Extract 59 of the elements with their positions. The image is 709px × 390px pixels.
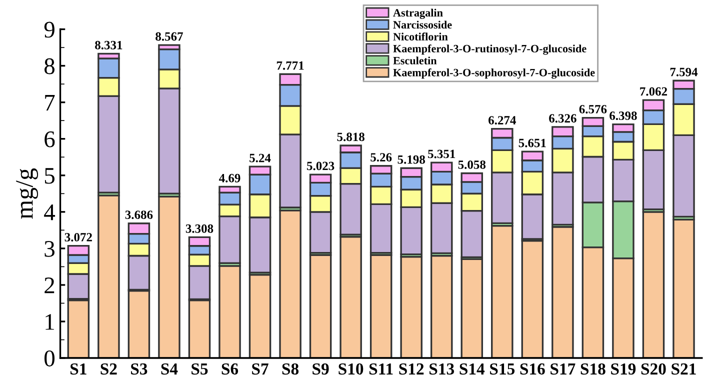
x-tick-label: S9: [312, 363, 329, 375]
legend-label: Kaempferol-3-O-sophorosyl-7-O-glucoside: [393, 68, 595, 79]
total-label: 6.576: [579, 105, 607, 114]
total-label: 5.818: [337, 132, 364, 142]
x-tick-label: S6: [222, 363, 238, 375]
total-label: 8.331: [95, 40, 122, 50]
x-tick-label: S4: [161, 363, 178, 375]
y-tick-label: 3: [44, 240, 54, 257]
y-tick-label: 2: [44, 278, 54, 294]
x-tick-label: S3: [131, 363, 148, 375]
x-tick-label: S15: [490, 363, 515, 375]
total-label: 3.686: [125, 210, 153, 220]
x-tick-label: S20: [641, 363, 666, 375]
x-tick-label: S17: [550, 363, 576, 375]
x-tick-label: S2: [100, 363, 117, 375]
x-tick-label: S12: [399, 363, 424, 375]
total-label: 6.398: [610, 112, 637, 120]
y-tick-label: 0: [44, 350, 55, 366]
y-tick-label: 6: [44, 131, 55, 148]
total-label: 5.351: [428, 150, 456, 158]
y-tick-label: 7: [45, 95, 55, 110]
total-label: 8.567: [156, 32, 183, 41]
x-tick-label: S7: [252, 363, 268, 375]
legend-label: Nicotiflorin: [393, 32, 448, 40]
x-tick-label: S1: [70, 363, 86, 375]
legend-label: Esculetin: [393, 56, 437, 64]
x-tick-label: S19: [611, 363, 636, 375]
legend-label: Astragalin: [393, 8, 443, 19]
x-tick-label: S10: [338, 363, 364, 375]
total-label: 4.69: [218, 174, 240, 182]
y-tick-label: 9: [44, 22, 54, 38]
total-label: 3.072: [64, 233, 92, 242]
legend-label: Kaempferol-3-O-rutinosyl-7-O-glucoside: [393, 44, 586, 55]
y-axis-title: mg/g: [16, 168, 38, 219]
x-tick-label: S8: [282, 363, 299, 375]
x-tick-label: S5: [192, 363, 208, 375]
total-label: 5.198: [398, 155, 425, 164]
legend-label: Narcissoside: [393, 20, 452, 29]
x-tick-label: S16: [520, 363, 545, 375]
total-label: 3.308: [186, 224, 214, 233]
x-tick-label: S21: [672, 363, 696, 375]
total-label: 6.326: [549, 114, 576, 123]
total-label: 5.24: [250, 154, 271, 162]
total-label: 6.274: [488, 116, 516, 125]
total-label: 5.26: [370, 153, 392, 162]
y-tick-label: 4: [44, 204, 56, 220]
x-tick-label: S11: [369, 363, 393, 375]
total-label: 5.651: [518, 138, 546, 148]
x-tick-label: S13: [430, 363, 454, 375]
y-tick-label: 5: [44, 168, 54, 184]
total-label: 5.058: [458, 160, 486, 169]
total-label: 7.771: [276, 61, 304, 70]
total-label: 7.062: [640, 87, 668, 96]
x-tick-label: S14: [460, 363, 485, 375]
total-label: 5.023: [306, 162, 334, 170]
x-tick-label: S18: [580, 363, 606, 375]
total-label: 7.594: [670, 68, 698, 76]
y-tick-label: 8: [44, 58, 55, 74]
y-tick-label: 1: [46, 314, 54, 330]
